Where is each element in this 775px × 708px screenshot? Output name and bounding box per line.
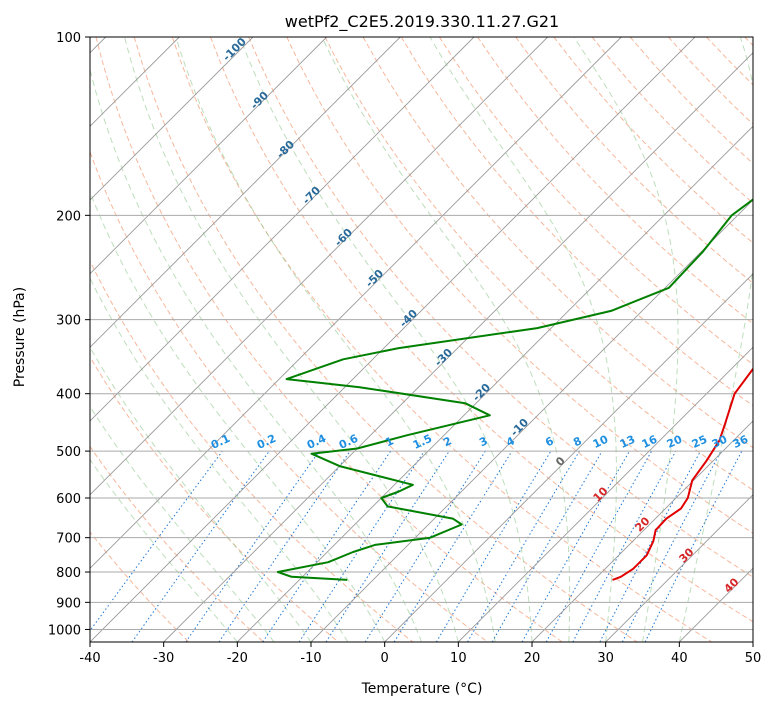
dry-adiabat [171, 37, 712, 642]
moist-adiabat [124, 37, 459, 642]
moist-adiabat [321, 37, 571, 642]
y-tick-label: 1000 [48, 623, 81, 638]
isotherm [90, 37, 401, 348]
dry-adiabat [90, 259, 414, 642]
x-tick-label: 30 [597, 651, 614, 666]
moist-adiabat [175, 37, 496, 642]
isotherm [163, 52, 753, 642]
axes: -100-90-80-70-60-50-40-30-20-10010203040… [48, 31, 761, 666]
dry-adiabat [438, 37, 753, 366]
isotherm [90, 37, 254, 201]
mixing-ratio-line [131, 450, 270, 642]
x-tick-label: -40 [79, 651, 100, 666]
moist-adiabat [90, 67, 422, 642]
y-tick-label: 700 [56, 532, 81, 547]
x-tick-label: 40 [671, 651, 688, 666]
isotherm [236, 125, 753, 642]
moist-adiabat [90, 458, 238, 642]
mixing-ratio-label: 20 [665, 433, 685, 451]
mixing-ratio-line [90, 450, 223, 632]
isotherm [384, 273, 753, 642]
isotherm [90, 37, 622, 569]
temperature-profile [612, 367, 753, 581]
mixing-ratio-label: 30 [710, 433, 730, 451]
y-tick-label: 200 [56, 209, 81, 224]
mixing-ratio-line [572, 450, 677, 642]
x-tick-label: 0 [381, 651, 389, 666]
isotherm [457, 346, 753, 642]
dry-adiabat [324, 37, 753, 491]
plot-frame [89, 36, 754, 643]
mixing-ratio-label: 16 [640, 433, 660, 451]
y-axis-label: Pressure (hPa) [12, 287, 28, 387]
dry-adiabat [95, 37, 563, 642]
isotherm [90, 37, 328, 275]
mixing-ratio-line [393, 450, 513, 642]
isotherm [531, 420, 753, 642]
x-tick-label: 50 [745, 651, 762, 666]
dry-adiabat [286, 37, 753, 534]
mixing-ratio-label: 36 [731, 433, 751, 451]
mixing-ratio-line [545, 450, 653, 642]
dry-adiabat [210, 37, 753, 623]
dry-adiabat [90, 445, 264, 642]
chart-title: wetPf2_C2E5.2019.330.11.27.G21 [285, 12, 559, 32]
dry-adiabat [248, 37, 753, 578]
y-tick-label: 600 [56, 492, 81, 507]
y-tick-label: 900 [56, 596, 81, 611]
isotherm [90, 37, 549, 496]
x-tick-label: 20 [524, 651, 541, 666]
moist-adiabat [90, 190, 386, 642]
dry-adiabat [133, 37, 638, 642]
isotherm [90, 37, 696, 642]
dry-adiabat [90, 150, 488, 642]
mixing-ratio-line [521, 450, 630, 642]
moist-adiabat [90, 277, 349, 642]
isotherm [90, 37, 475, 422]
dry-adiabat [90, 356, 339, 642]
dry-adiabat [90, 531, 190, 642]
y-tick-label: 800 [56, 566, 81, 581]
mixing-ratio-line [262, 450, 392, 642]
x-tick-label: -10 [300, 651, 321, 666]
isotherm [310, 199, 753, 642]
moist-adiabat [429, 37, 617, 642]
mixing-ratio-line [325, 450, 450, 642]
x-tick-label: -30 [153, 651, 174, 666]
mixing-ratio-line [644, 450, 743, 642]
mixing-ratio-line [298, 450, 425, 642]
moist-adiabat [678, 37, 753, 642]
mixing-ratio-label: 13 [618, 433, 637, 451]
mixing-ratio-line [185, 450, 320, 642]
y-tick-label: 100 [56, 31, 81, 46]
y-tick-label: 400 [56, 388, 81, 403]
mixing-ratio-line [218, 450, 351, 642]
dewpoint-profile [276, 198, 753, 581]
x-tick-label: 10 [450, 651, 467, 666]
y-tick-label: 300 [56, 314, 81, 329]
x-axis-label: Temperature (°C) [361, 681, 483, 697]
dry-adiabat [362, 37, 753, 449]
y-tick-label: 500 [56, 445, 81, 460]
dry-adiabat [400, 37, 753, 407]
plot-area [90, 37, 753, 642]
moist-adiabat [239, 37, 533, 642]
moist-adiabat [90, 405, 275, 642]
mixing-ratio-label: 25 [690, 433, 709, 451]
isotherm [605, 494, 753, 642]
x-tick-label: -20 [227, 651, 248, 666]
mixing-ratio-label: 10 [591, 433, 611, 451]
dry-adiabat [477, 37, 753, 325]
dry-adiabat [515, 37, 753, 284]
